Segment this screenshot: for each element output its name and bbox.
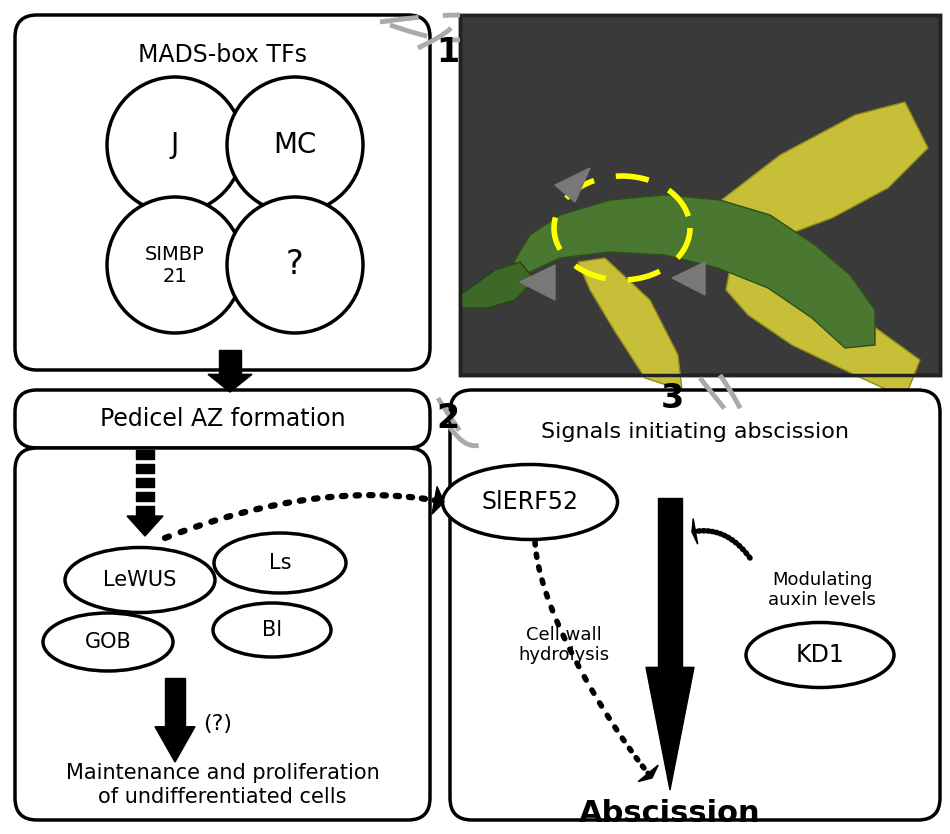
Ellipse shape bbox=[443, 465, 618, 540]
Polygon shape bbox=[208, 374, 252, 392]
Text: LeWUS: LeWUS bbox=[104, 570, 177, 590]
Polygon shape bbox=[155, 726, 195, 762]
Polygon shape bbox=[715, 102, 928, 250]
Text: MADS-box TFs: MADS-box TFs bbox=[138, 43, 307, 67]
Polygon shape bbox=[638, 765, 658, 781]
Circle shape bbox=[227, 77, 363, 213]
Text: Signals initiating abscission: Signals initiating abscission bbox=[541, 422, 849, 442]
FancyBboxPatch shape bbox=[15, 390, 430, 448]
Text: Pedicel AZ formation: Pedicel AZ formation bbox=[100, 407, 345, 431]
Polygon shape bbox=[460, 262, 535, 308]
FancyBboxPatch shape bbox=[460, 15, 940, 375]
Text: 3: 3 bbox=[660, 381, 684, 414]
Text: 1: 1 bbox=[436, 36, 460, 68]
Ellipse shape bbox=[746, 622, 894, 687]
Text: Ls: Ls bbox=[269, 553, 292, 573]
Text: (?): (?) bbox=[203, 714, 232, 734]
Polygon shape bbox=[726, 268, 920, 398]
Polygon shape bbox=[646, 667, 694, 790]
FancyBboxPatch shape bbox=[450, 390, 940, 820]
Circle shape bbox=[107, 197, 243, 333]
Polygon shape bbox=[505, 195, 875, 348]
Text: Cell wall
hydrolysis: Cell wall hydrolysis bbox=[519, 626, 610, 665]
Polygon shape bbox=[692, 519, 697, 545]
Text: ?: ? bbox=[286, 249, 304, 282]
Polygon shape bbox=[672, 262, 705, 295]
FancyBboxPatch shape bbox=[15, 448, 430, 820]
Text: SlERF52: SlERF52 bbox=[482, 490, 579, 514]
Polygon shape bbox=[578, 258, 682, 390]
Polygon shape bbox=[218, 350, 241, 374]
Ellipse shape bbox=[213, 603, 331, 657]
Text: Abscission: Abscission bbox=[580, 800, 761, 828]
Polygon shape bbox=[164, 678, 185, 726]
FancyBboxPatch shape bbox=[15, 15, 430, 370]
Circle shape bbox=[227, 197, 363, 333]
Polygon shape bbox=[432, 486, 444, 514]
Polygon shape bbox=[657, 498, 682, 667]
Text: J: J bbox=[171, 131, 180, 159]
Ellipse shape bbox=[43, 613, 173, 671]
Text: SIMBP
21: SIMBP 21 bbox=[145, 244, 205, 285]
Text: MC: MC bbox=[274, 131, 316, 159]
Polygon shape bbox=[520, 265, 555, 300]
Ellipse shape bbox=[214, 533, 346, 593]
Text: Modulating
auxin levels: Modulating auxin levels bbox=[768, 570, 876, 610]
Text: 2: 2 bbox=[436, 401, 460, 435]
Text: Maintenance and proliferation
of undifferentiated cells: Maintenance and proliferation of undiffe… bbox=[66, 763, 379, 806]
Text: KD1: KD1 bbox=[796, 643, 845, 667]
Text: Bl: Bl bbox=[262, 620, 282, 640]
Circle shape bbox=[107, 77, 243, 213]
Polygon shape bbox=[127, 516, 163, 536]
Polygon shape bbox=[555, 168, 590, 202]
Ellipse shape bbox=[65, 547, 215, 612]
Text: GOB: GOB bbox=[85, 632, 131, 652]
